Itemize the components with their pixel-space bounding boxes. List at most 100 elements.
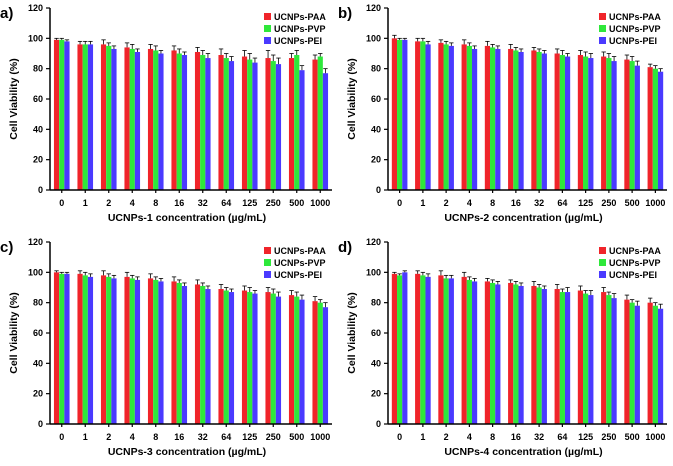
- bar-ucnps-pvp-64: [559, 292, 565, 424]
- bar-ucnps-pei-0: [64, 41, 70, 190]
- y-tick-label: 40: [371, 124, 381, 134]
- x-tick-label: 125: [242, 198, 257, 208]
- legend: UCNPs-PAA UCNPs-PVP UCNPs-PEI: [264, 12, 326, 46]
- legend-swatch-ucnps-pei: [264, 37, 271, 44]
- x-tick-label: 2: [106, 432, 111, 442]
- x-tick-label: 0: [59, 198, 64, 208]
- legend-swatch-ucnps-paa: [599, 13, 606, 20]
- x-tick-label: 4: [130, 432, 135, 442]
- bar-ucnps-paa-1: [77, 44, 83, 191]
- chart-panel-2: b) Cell Viability (%) 0 20 40 60 80 100 120 0 1 2 4 8…: [338, 3, 667, 224]
- bar-ucnps-pei-16: [181, 285, 188, 424]
- legend-label: UCNPs-PVP: [274, 258, 326, 268]
- bar-ucnps-pei-0: [402, 272, 408, 424]
- bar-ucnps-pvp-500: [294, 55, 300, 191]
- bar-ucnps-paa-500: [288, 58, 295, 190]
- bar-ucnps-pvp-250: [606, 295, 612, 424]
- legend-swatch-ucnps-pvp: [264, 259, 271, 266]
- x-tick-label: 8: [153, 198, 158, 208]
- bar-ucnps-pei-64: [228, 61, 235, 191]
- bar-ucnps-pei-32: [205, 289, 211, 424]
- x-tick-label: 0: [59, 432, 64, 442]
- bar-ucnps-pvp-4: [466, 279, 472, 424]
- x-tick-label: 2: [444, 198, 449, 208]
- x-tick-label: 8: [153, 432, 158, 442]
- bar-ucnps-paa-125: [577, 55, 584, 191]
- bar-ucnps-pvp-8: [153, 50, 159, 190]
- bar-ucnps-paa-0: [53, 272, 60, 424]
- bar-ucnps-pei-4: [471, 48, 478, 191]
- bar-ucnps-pvp-1: [82, 44, 88, 191]
- legend-swatch-ucnps-pei: [264, 271, 271, 278]
- y-tick-label: 20: [371, 389, 381, 399]
- bar-ucnps-paa-0: [391, 38, 398, 191]
- panel-label: b): [338, 5, 352, 22]
- bar-ucnps-pei-2: [111, 278, 117, 424]
- bar-ucnps-pei-1000: [322, 73, 329, 190]
- legend-swatch-ucnps-paa: [264, 13, 271, 20]
- bar-ucnps-pvp-64: [559, 55, 565, 191]
- bar-ucnps-paa-4: [461, 276, 467, 424]
- bar-ucnps-pei-64: [228, 292, 235, 424]
- bar-ucnps-pei-1: [425, 276, 431, 424]
- x-tick-label: 64: [557, 198, 567, 208]
- legend-label: UCNPs-PEI: [274, 270, 322, 280]
- bar-ucnps-paa-4: [124, 47, 130, 190]
- x-tick-label: 500: [289, 198, 304, 208]
- bar-ucnps-pei-64: [564, 56, 571, 191]
- bar-ucnps-pei-2: [448, 278, 454, 424]
- bar-ucnps-pei-125: [588, 295, 594, 424]
- y-tick-label: 120: [366, 237, 381, 247]
- legend-swatch-ucnps-pvp: [599, 25, 606, 32]
- bar-ucnps-pei-8: [158, 53, 164, 190]
- x-tick-label: 2: [106, 198, 111, 208]
- bar-ucnps-paa-8: [147, 48, 154, 191]
- bar-ucnps-paa-64: [554, 53, 560, 190]
- bar-ucnps-paa-8: [484, 45, 491, 190]
- y-tick-label: 60: [33, 328, 43, 338]
- bar-ucnps-pei-500: [299, 70, 305, 190]
- bar-ucnps-pei-0: [64, 273, 70, 424]
- panel-label: a): [0, 5, 13, 22]
- bar-ucnps-pei-125: [588, 58, 594, 190]
- bar-ucnps-paa-250: [265, 292, 271, 424]
- y-tick-label: 0: [38, 185, 43, 195]
- legend-label: UCNPs-PAA: [274, 12, 326, 22]
- bar-ucnps-pvp-1: [420, 41, 426, 190]
- bar-ucnps-paa-8: [147, 278, 154, 424]
- x-tick-label: 4: [467, 198, 472, 208]
- bar-ucnps-paa-125: [577, 290, 584, 424]
- bar-ucnps-paa-16: [171, 50, 177, 190]
- y-tick-label: 40: [33, 124, 43, 134]
- bar-ucnps-pvp-1: [420, 275, 426, 424]
- bar-ucnps-pvp-0: [59, 39, 65, 190]
- bar-ucnps-pvp-250: [270, 61, 276, 191]
- bar-ucnps-paa-1000: [647, 302, 653, 424]
- bar-ucnps-paa-16: [508, 48, 514, 191]
- x-tick-label: 4: [130, 198, 135, 208]
- bar-ucnps-pvp-16: [513, 284, 519, 424]
- bar-ucnps-pvp-0: [397, 39, 403, 190]
- x-tick-label: 2: [444, 432, 449, 442]
- x-tick-label: 1: [420, 432, 425, 442]
- bar-ucnps-pei-4: [134, 51, 141, 190]
- x-tick-label: 8: [490, 432, 495, 442]
- bar-ucnps-pvp-32: [200, 55, 206, 191]
- bar-ucnps-pei-0: [402, 39, 408, 190]
- x-tick-label: 250: [266, 432, 281, 442]
- y-tick-label: 100: [366, 267, 381, 277]
- bar-ucnps-pvp-0: [397, 275, 403, 424]
- x-tick-label: 64: [221, 432, 231, 442]
- x-tick-label: 1: [83, 432, 88, 442]
- legend-label: UCNPs-PEI: [609, 36, 657, 46]
- bar-ucnps-pvp-16: [176, 53, 182, 190]
- legend-label: UCNPs-PVP: [609, 258, 661, 268]
- bar-ucnps-pvp-8: [490, 47, 496, 190]
- x-tick-label: 250: [601, 198, 616, 208]
- y-tick-label: 20: [33, 155, 43, 165]
- bar-ucnps-pei-1000: [657, 71, 664, 190]
- bar-ucnps-paa-1000: [312, 301, 318, 424]
- x-tick-label: 16: [174, 432, 184, 442]
- x-tick-label: 16: [511, 432, 521, 442]
- x-tick-label: 125: [578, 198, 593, 208]
